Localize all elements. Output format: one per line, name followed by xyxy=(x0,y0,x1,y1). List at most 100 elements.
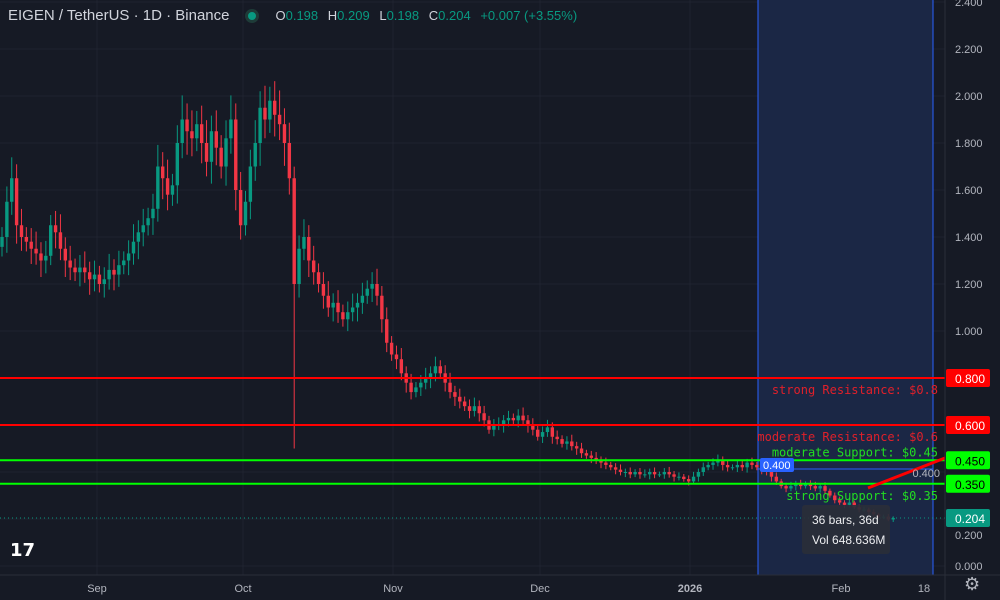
candle xyxy=(755,464,759,468)
candle xyxy=(360,295,365,303)
candle xyxy=(248,166,253,202)
candle xyxy=(243,201,248,226)
candle xyxy=(122,260,126,266)
time-tick: Feb xyxy=(832,583,851,595)
candle xyxy=(131,241,136,254)
candle xyxy=(302,237,306,249)
candle xyxy=(224,138,228,167)
candle xyxy=(828,490,832,496)
candle xyxy=(652,472,657,475)
candle xyxy=(706,464,710,468)
candle xyxy=(5,201,9,237)
level-price-tag-text: 0.600 xyxy=(955,419,985,433)
candle xyxy=(696,472,701,477)
candle xyxy=(414,387,418,393)
candle xyxy=(199,124,204,143)
candle xyxy=(263,107,267,120)
price-tick: 1.800 xyxy=(955,138,983,150)
candle xyxy=(448,382,452,393)
candle xyxy=(842,502,847,505)
candle xyxy=(234,119,238,190)
level-price-tag xyxy=(946,451,990,470)
candle xyxy=(891,518,895,520)
candle xyxy=(49,225,53,256)
low-value: 0.198 xyxy=(386,8,420,23)
candle xyxy=(97,274,102,284)
time-tick: 2026 xyxy=(678,583,702,595)
candle xyxy=(287,143,292,179)
level-price-tag xyxy=(946,474,990,493)
candle xyxy=(53,225,58,233)
candle xyxy=(536,429,540,437)
candle xyxy=(730,467,735,469)
candle xyxy=(570,441,574,447)
candle xyxy=(282,124,287,143)
price-tick: 1.000 xyxy=(955,326,983,338)
candle xyxy=(789,486,793,489)
candle xyxy=(501,420,506,425)
candle xyxy=(316,272,321,284)
candle xyxy=(579,448,584,454)
candle xyxy=(63,248,68,261)
candle xyxy=(545,427,550,433)
price-tick: 0.400 xyxy=(912,468,940,480)
symbol-title[interactable]: EIGEN / TetherUS · 1D · Binance xyxy=(8,7,230,24)
candle xyxy=(798,483,803,487)
candle xyxy=(438,366,442,374)
candle xyxy=(609,464,613,468)
level-price-tag xyxy=(946,416,990,434)
candle xyxy=(346,312,350,320)
candle xyxy=(375,284,379,296)
level-price-tag-text: 0.350 xyxy=(955,478,985,492)
candle xyxy=(618,469,623,472)
candle xyxy=(794,483,798,487)
candle xyxy=(102,279,106,284)
level-label: moderate Resistance: $0.6 xyxy=(757,430,938,444)
candle xyxy=(253,143,257,167)
chart-header: EIGEN / TetherUS · 1D · Binance O0.198 H… xyxy=(8,7,583,24)
tradingview-logo[interactable]: 𝟭𝟳 xyxy=(10,540,36,560)
price-tick: 1.600 xyxy=(955,185,983,197)
candle xyxy=(550,427,555,437)
candle xyxy=(355,302,360,308)
candle xyxy=(385,319,389,343)
candle xyxy=(350,307,355,313)
candle xyxy=(823,486,827,491)
candle xyxy=(808,483,813,487)
trend-line xyxy=(867,456,946,490)
candle xyxy=(341,312,345,320)
candle xyxy=(657,474,662,476)
candle xyxy=(565,441,569,444)
time-tick: Nov xyxy=(383,583,403,595)
candle xyxy=(725,464,730,468)
time-tick: Dec xyxy=(530,583,550,595)
candle xyxy=(229,119,233,139)
candle xyxy=(833,495,837,501)
level-price-tag-text: 0.800 xyxy=(955,372,985,386)
candle xyxy=(190,131,194,139)
candle xyxy=(92,274,97,280)
candle xyxy=(29,241,33,249)
candle xyxy=(165,178,170,195)
gear-icon[interactable]: ⚙ xyxy=(964,574,981,594)
candle xyxy=(161,166,165,179)
candle xyxy=(83,267,87,273)
tooltip-volume: Vol 648.636M xyxy=(812,533,886,547)
candle xyxy=(745,462,749,468)
time-tick: Oct xyxy=(234,583,251,595)
candle xyxy=(604,462,608,465)
candle xyxy=(837,500,842,503)
candle xyxy=(423,378,428,383)
candle xyxy=(594,457,598,461)
candle xyxy=(219,147,223,167)
candle xyxy=(107,269,111,280)
crosshair-price: 0.400 xyxy=(763,460,791,472)
candle xyxy=(540,432,545,437)
candle xyxy=(209,131,214,162)
candle xyxy=(141,225,145,233)
candle xyxy=(740,464,744,468)
candle xyxy=(258,107,262,143)
candle xyxy=(711,462,715,465)
candle xyxy=(784,486,788,489)
